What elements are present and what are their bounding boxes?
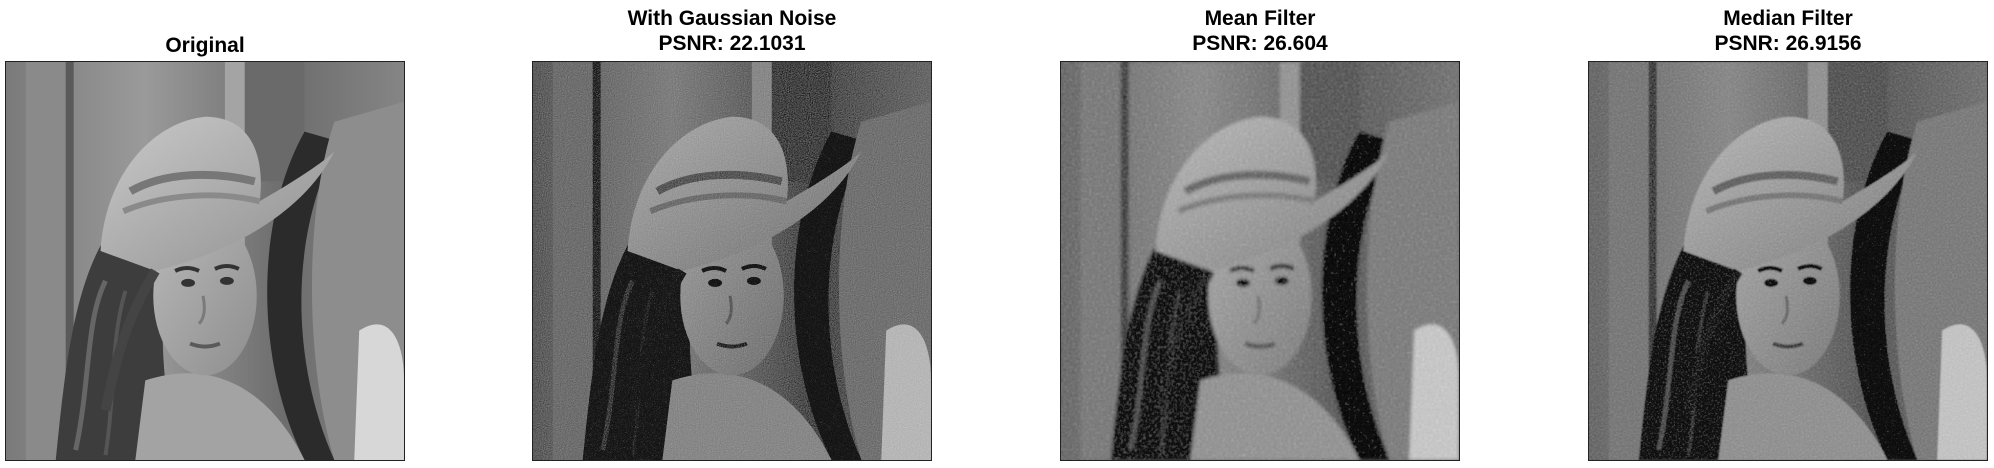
portrait-image [533, 62, 931, 460]
portrait-image [6, 62, 404, 460]
image-noisy [532, 61, 932, 461]
panel-title: With Gaussian Noise PSNR: 22.1031 [532, 6, 932, 56]
title-line-1: Mean Filter [1204, 7, 1316, 30]
panel-noisy: With Gaussian Noise PSNR: 22.1031 [532, 0, 932, 468]
title-line-1: With Gaussian Noise [627, 7, 837, 30]
title-line-1: Median Filter [1723, 7, 1853, 30]
panel-median: Median Filter PSNR: 26.9156 [1588, 0, 1988, 468]
panel-title: Mean Filter PSNR: 26.604 [1060, 6, 1460, 56]
portrait-image [1061, 62, 1459, 460]
panel-title: Original [5, 33, 405, 58]
title-line-1: Original [165, 34, 245, 57]
panel-original: Original [5, 0, 405, 468]
title-line-2: PSNR: 26.604 [1192, 32, 1328, 56]
image-median-filter [1588, 61, 1988, 461]
panel-title: Median Filter PSNR: 26.9156 [1588, 6, 1988, 56]
panel-mean: Mean Filter PSNR: 26.604 [1060, 0, 1460, 468]
image-original [5, 61, 405, 461]
title-line-2: PSNR: 26.9156 [1714, 32, 1862, 56]
portrait-image [1589, 62, 1987, 460]
title-line-2: PSNR: 22.1031 [658, 32, 806, 56]
image-mean-filter [1060, 61, 1460, 461]
